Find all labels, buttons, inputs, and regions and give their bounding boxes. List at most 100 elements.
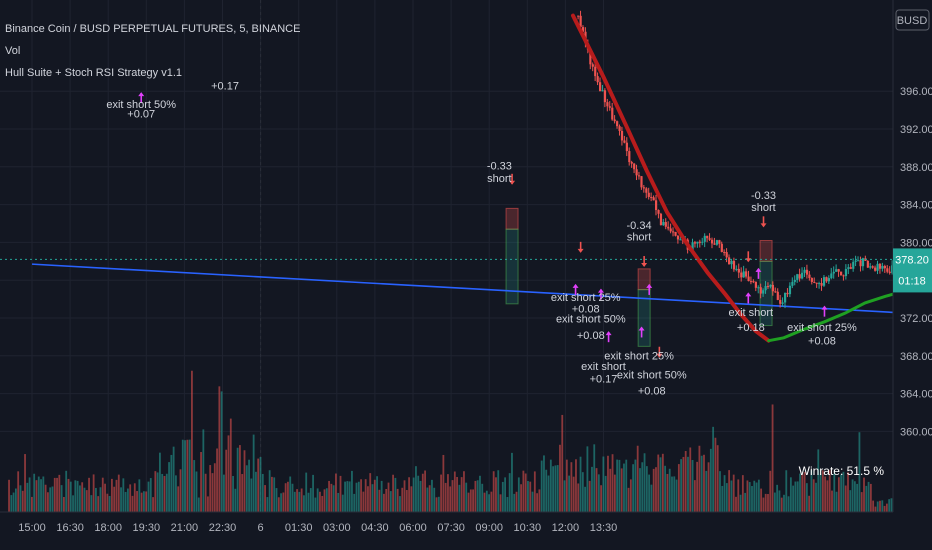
- volume-bar: [202, 429, 205, 512]
- volume-bar: [120, 487, 122, 512]
- candle-body: [764, 286, 767, 291]
- candle-body: [781, 302, 784, 304]
- candle-body: [788, 285, 792, 295]
- volume-bar: [181, 439, 184, 512]
- volume-bar: [220, 391, 223, 512]
- volume-bar: [24, 454, 26, 512]
- candle-body: [713, 243, 716, 245]
- volume-bar: [337, 492, 340, 512]
- candle-body: [633, 163, 636, 170]
- volume-bar: [341, 494, 344, 512]
- volume-bar: [447, 474, 449, 512]
- candle-body: [710, 239, 714, 244]
- volume-bar: [597, 474, 600, 512]
- hull-suite-up-line: [767, 281, 932, 343]
- volume-bar: [755, 482, 758, 512]
- candle-body: [888, 271, 891, 273]
- trade-annotation: +0.08: [808, 335, 836, 347]
- exit-marker-head: [572, 283, 579, 288]
- volume-bar: [506, 497, 509, 512]
- volume-bar: [504, 477, 507, 512]
- volume-bar: [31, 496, 33, 512]
- volume-bar: [346, 481, 349, 512]
- candle-body: [798, 274, 801, 279]
- volume-bar: [136, 491, 138, 512]
- volume-bar: [835, 491, 838, 512]
- volume-bar: [252, 434, 255, 512]
- volume-bar: [860, 492, 863, 512]
- candle-body: [679, 239, 682, 241]
- volume-bar: [428, 485, 431, 512]
- candle-body: [818, 283, 821, 285]
- currency-label: BUSD: [897, 15, 928, 27]
- volume-bar: [380, 480, 383, 512]
- volume-bar: [501, 481, 504, 512]
- volume-bar: [529, 481, 532, 512]
- candle-body: [623, 140, 626, 143]
- volume-legend[interactable]: Vol: [5, 45, 21, 57]
- trade-annotation: +0.07: [127, 109, 155, 121]
- candle-body: [861, 258, 865, 267]
- volume-bar: [467, 492, 470, 512]
- trade-annotation: -0.34: [627, 220, 652, 232]
- candle-body: [839, 271, 843, 276]
- candle-body: [596, 76, 599, 83]
- volume-bar: [707, 462, 710, 512]
- candle-body: [693, 242, 697, 244]
- volume-bar: [277, 497, 280, 512]
- candle-body: [883, 266, 887, 269]
- volume-bar: [833, 473, 836, 512]
- volume-bar: [741, 475, 744, 512]
- volume-bar: [664, 465, 667, 512]
- candle-body: [837, 269, 840, 272]
- candle-body: [762, 290, 765, 294]
- volume-bar: [10, 495, 13, 512]
- volume-bar: [53, 477, 56, 512]
- y-tick-3: 384.00: [900, 200, 932, 212]
- candle-body: [667, 226, 670, 229]
- symbol-legend[interactable]: Binance Coin / BUSD PERPETUAL FUTURES, 5…: [5, 23, 301, 35]
- volume-bar: [408, 477, 410, 512]
- candle-body: [723, 251, 726, 253]
- volume-bar: [367, 486, 369, 512]
- volume-bar: [145, 491, 148, 512]
- volume-bar: [453, 471, 456, 512]
- currency-badge[interactable]: BUSD: [895, 9, 930, 31]
- volume-bar: [92, 474, 95, 512]
- volume-bar: [229, 418, 232, 512]
- volume-bar: [287, 481, 289, 512]
- candle-body: [637, 175, 641, 177]
- volume-bar: [305, 472, 308, 512]
- volume-bar: [552, 466, 555, 512]
- trade-annotation: +0.17: [211, 80, 239, 92]
- trade-annotation: exit short 50%: [556, 314, 626, 326]
- volume-bar: [488, 494, 490, 512]
- volume-bar: [538, 489, 541, 512]
- volume-bar: [298, 491, 301, 512]
- strategy-legend[interactable]: Hull Suite + Stoch RSI Strategy v1.1: [5, 67, 183, 79]
- volume-bar: [101, 477, 104, 512]
- candle-body: [769, 284, 772, 287]
- volume-bar: [828, 470, 831, 512]
- volume-bar: [223, 474, 225, 512]
- volume-bar: [856, 483, 859, 512]
- volume-bar: [744, 492, 747, 512]
- volume-bar: [607, 455, 609, 512]
- volume-bar: [849, 490, 852, 512]
- candle-body: [869, 266, 872, 268]
- candle-body: [754, 281, 757, 288]
- volume-bar: [661, 453, 664, 512]
- volume-bar: [671, 476, 673, 512]
- volume-bar: [293, 491, 296, 512]
- candle-body: [654, 200, 658, 211]
- volume-bar: [611, 454, 614, 512]
- trade-annotation: exit short: [728, 307, 773, 319]
- volume-bar: [767, 494, 769, 512]
- volume-bar: [753, 480, 756, 512]
- trade-annotation: +0.08: [638, 386, 666, 398]
- volume-bar: [371, 484, 374, 512]
- volume-bar: [682, 456, 685, 512]
- volume-bar: [824, 476, 827, 512]
- volume-bar: [485, 490, 488, 512]
